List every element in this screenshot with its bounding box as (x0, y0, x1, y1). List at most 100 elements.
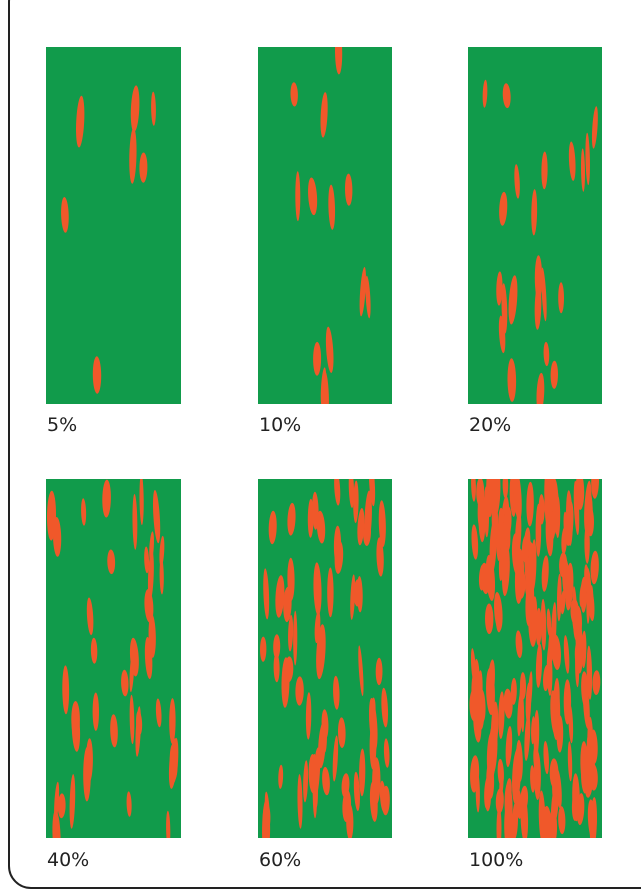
lesion (308, 177, 318, 216)
lesion (378, 500, 386, 548)
lesion (334, 540, 344, 574)
panel-label: 5% (47, 414, 77, 436)
lesion (515, 510, 522, 559)
lesion (110, 714, 118, 748)
lesion (558, 282, 565, 314)
lesion (325, 326, 334, 373)
lesion (376, 537, 384, 577)
lesion (526, 481, 534, 527)
lesion (322, 766, 330, 796)
lesion (379, 780, 386, 813)
lesion (534, 283, 542, 330)
lesion (136, 710, 143, 735)
lesion (288, 614, 294, 652)
lesion (479, 689, 486, 722)
lesion (169, 698, 176, 745)
lesion (508, 275, 518, 325)
lesion (320, 92, 328, 138)
lesion (503, 688, 513, 719)
lesion (550, 360, 559, 389)
panel: 100% (468, 479, 602, 871)
lesion (559, 552, 568, 578)
lesion (531, 716, 536, 745)
lesion (344, 173, 353, 206)
lesion (556, 573, 562, 622)
lesion (588, 763, 598, 791)
lesion (273, 634, 281, 660)
lesion (512, 748, 521, 804)
lesion (316, 624, 326, 680)
lesion (587, 491, 593, 521)
lesion (490, 701, 499, 755)
lesion (259, 636, 267, 662)
lesion (359, 748, 366, 797)
lesion (575, 649, 580, 688)
lesion (519, 672, 527, 700)
lesion (531, 596, 538, 637)
lesion (584, 523, 590, 564)
lesion (273, 653, 280, 683)
lesion (293, 610, 298, 666)
lesion (514, 548, 525, 604)
lesion (567, 741, 573, 782)
lesion (126, 791, 132, 817)
lesion (333, 675, 340, 710)
lesion (287, 502, 296, 536)
lesion (372, 757, 381, 805)
lesion (563, 511, 569, 544)
lesion (520, 785, 529, 812)
lesion (536, 372, 545, 404)
lesion (531, 189, 538, 236)
lesions (469, 479, 601, 838)
lesion (287, 557, 295, 601)
lesion (147, 550, 154, 602)
lesion (543, 341, 550, 367)
lesion (107, 549, 116, 575)
lesion (579, 583, 585, 608)
lesion (496, 271, 503, 306)
lesion (139, 479, 144, 525)
lesion (470, 648, 476, 684)
lesion (549, 479, 559, 513)
lesion (92, 692, 100, 731)
lesion (565, 562, 574, 611)
lesion (563, 679, 572, 725)
lesion (132, 494, 138, 550)
lesion (290, 82, 298, 107)
lesion (364, 490, 372, 545)
lesion (81, 498, 87, 526)
lesion (499, 191, 508, 226)
lesion (538, 790, 546, 838)
lesion (144, 546, 150, 574)
lesion (546, 608, 552, 637)
lesion (169, 743, 178, 780)
lesion (155, 698, 162, 728)
lesion (478, 496, 486, 543)
lesion (486, 667, 495, 716)
lesion (515, 630, 523, 658)
lesion (572, 773, 580, 822)
lesion (275, 575, 285, 618)
lesion (551, 634, 561, 670)
lesion (348, 479, 355, 508)
lesion (507, 358, 517, 402)
lesion (139, 152, 148, 183)
lesion (570, 598, 579, 625)
lesion (313, 562, 322, 616)
lesion (129, 694, 135, 745)
lesion (46, 490, 57, 541)
lesion (505, 778, 512, 808)
panel: 5% (46, 47, 181, 436)
panel-label: 10% (259, 414, 301, 436)
lesion (581, 671, 589, 709)
lesion (485, 554, 496, 601)
lesion (550, 790, 557, 836)
lesion (506, 814, 516, 838)
lesion (543, 741, 549, 775)
lesions (46, 479, 179, 838)
lesion (541, 555, 549, 592)
lesion (278, 764, 284, 789)
lesions (482, 79, 598, 404)
lesion (514, 164, 520, 199)
